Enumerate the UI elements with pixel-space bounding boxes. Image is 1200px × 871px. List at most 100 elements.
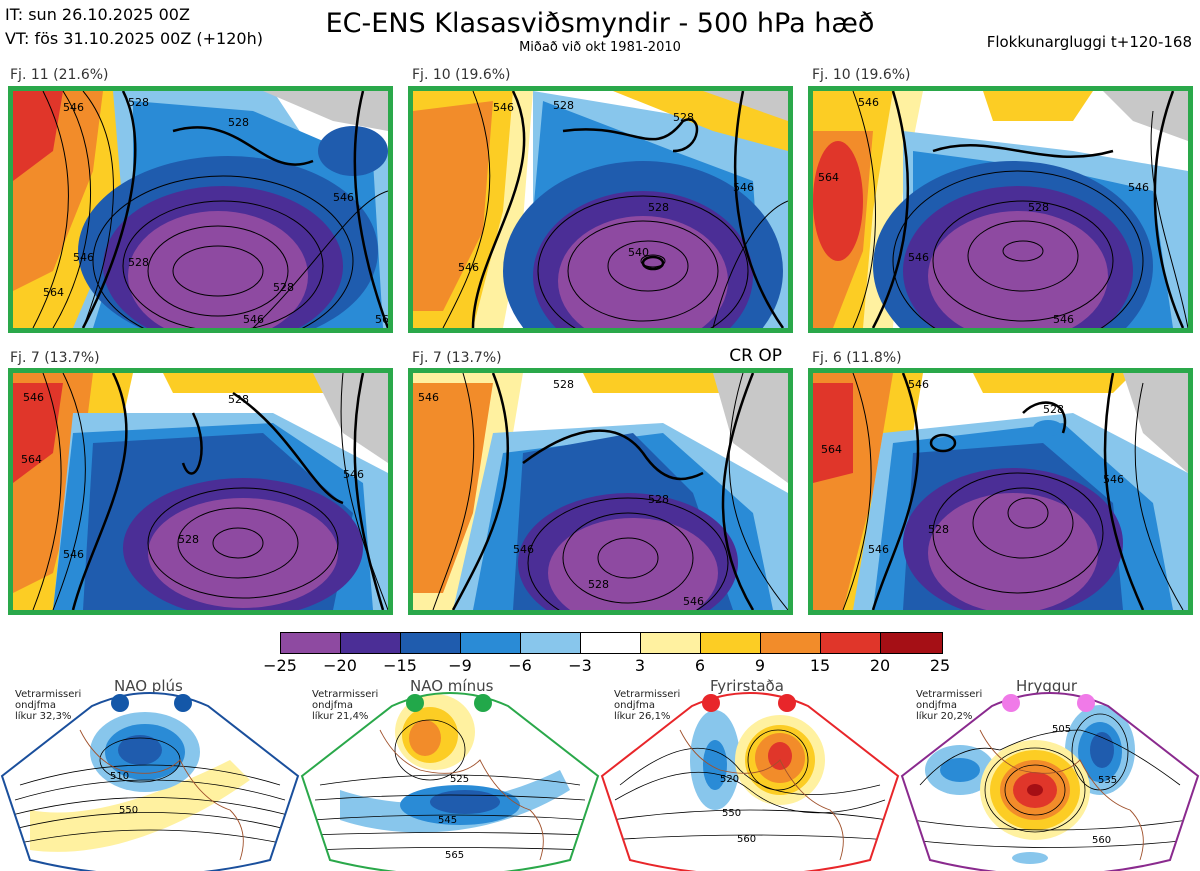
colorbar-tick: −9: [448, 656, 472, 675]
regime-4-marker: [1002, 694, 1020, 712]
colorbar-tick: −20: [323, 656, 357, 675]
panel-3-contour-6: 546: [1053, 313, 1074, 326]
colorbar-tick: 6: [694, 656, 706, 675]
regime-4-map: 505 535 560: [900, 692, 1200, 871]
panel-6-contour-5: 528: [928, 523, 949, 536]
cluster-map-6: 546 528 564 546 528 546: [808, 368, 1193, 615]
panel-4-contour-1: 546: [23, 391, 44, 404]
regime-1-note: Vetrarmisseri ondjfma líkur 32,3%: [15, 689, 81, 722]
panel-3-contour-2: 564: [818, 171, 839, 184]
panel-2-label: Fj. 10 (19.6%): [412, 67, 511, 83]
colorbar-swatch: [820, 632, 881, 654]
colorbar-swatch: [520, 632, 581, 654]
page-subtitle: Miðað við okt 1981-2010: [519, 40, 681, 55]
panel-6-contour-2: 528: [1043, 403, 1064, 416]
regime-4-note-line: líkur 20,2%: [916, 711, 973, 722]
cluster-map-4-graphic: 546 528 564 546 546 528: [13, 373, 388, 610]
panel-4-contour-6: 528: [178, 533, 199, 546]
cluster-map-6-graphic: 546 528 564 546 528 546: [813, 373, 1188, 610]
regime-2-marker: [406, 694, 424, 712]
colorbar-tick: 25: [929, 656, 951, 675]
panel-1-contour-4: 546: [333, 191, 354, 204]
panel-1-contour-6: 528: [128, 256, 149, 269]
regime-2-map: 525 545 565: [300, 692, 600, 871]
regime-1-marker: [111, 694, 129, 712]
regime-3-contour: 560: [737, 834, 756, 845]
regime-3-contour: 550: [722, 808, 741, 819]
colorbar-tick: −3: [568, 656, 592, 675]
panel-2-contour-3: 528: [673, 111, 694, 124]
panel-5-label: Fj. 7 (13.7%): [412, 350, 502, 366]
colorbar-swatch: [580, 632, 641, 654]
panel-6-contour-1: 546: [908, 378, 929, 391]
colorbar-tick: 3: [634, 656, 646, 675]
colorbar-tick: 15: [809, 656, 831, 675]
regime-2-contour: 545: [438, 815, 457, 826]
panel-6-contour-4: 546: [1103, 473, 1124, 486]
regime-2-note-line: Vetrarmisseri: [312, 689, 379, 700]
regime-2-note-line: líkur 21,4%: [312, 711, 369, 722]
regime-3-marker: [702, 694, 720, 712]
clustering-window: Flokkunargluggi t+120-168: [986, 33, 1192, 51]
panel-3-contour-1: 546: [858, 96, 879, 109]
colorbar-swatch: [760, 632, 821, 654]
cluster-map-2-graphic: 546 528 528 546 546 528 540: [413, 91, 788, 328]
cluster-map-3-graphic: 546 564 546 546 528 546: [813, 91, 1188, 328]
colorbar-tick: −25: [263, 656, 297, 675]
regime-2-contour: 565: [445, 850, 464, 861]
cluster-map-4: 546 528 564 546 546 528: [8, 368, 393, 615]
init-time: IT: sun 26.10.2025 00Z: [5, 5, 190, 24]
regime-4-contour: 535: [1098, 775, 1117, 786]
regime-4-contour: 560: [1092, 835, 1111, 846]
panel-2-contour-4: 546: [733, 181, 754, 194]
cluster-map-5-graphic: 546 528 546 528 546 528: [413, 373, 788, 610]
panel-2-contour-6: 528: [648, 201, 669, 214]
colorbar-tick: −15: [383, 656, 417, 675]
panel-4-contour-5: 546: [63, 548, 84, 561]
panel-1-contour-5: 564: [43, 286, 64, 299]
panel-5-contour-5: 546: [683, 595, 704, 608]
regime-4-title: Hryggur: [1016, 677, 1078, 695]
regime-2-marker: [474, 694, 492, 712]
colorbar-swatch: [460, 632, 521, 654]
cluster-map-3: 546 564 546 546 528 546: [808, 86, 1193, 333]
regime-2-contour: 525: [450, 774, 469, 785]
regime-3-note: Vetrarmisseri ondjfma líkur 26,1%: [614, 689, 680, 722]
regime-1-contour: 510: [110, 771, 129, 782]
panel-1-label: Fj. 11 (21.6%): [10, 67, 109, 83]
panel-6-label: Fj. 6 (11.8%): [812, 350, 902, 366]
panel-4-contour-3: 564: [21, 453, 42, 466]
regime-3-marker: [778, 694, 796, 712]
panel-5-contour-3: 546: [513, 543, 534, 556]
colorbar-swatch: [400, 632, 461, 654]
cluster-map-1-graphic: 546 528 528 546 564 528 546 528 546 564: [13, 91, 388, 328]
panel-3-label: Fj. 10 (19.6%): [812, 67, 911, 83]
panel-4-contour-4: 546: [343, 468, 364, 481]
regime-1-marker: [174, 694, 192, 712]
control-operational-tag: CR OP: [729, 346, 782, 366]
regime-3-note-line: líkur 26,1%: [614, 711, 671, 722]
colorbar-tick: 20: [869, 656, 891, 675]
panel-3-contour-5: 528: [1028, 201, 1049, 214]
regime-1-map: 510 550: [0, 692, 300, 871]
panel-6-contour-3: 564: [821, 443, 842, 456]
panel-5-contour-1: 546: [418, 391, 439, 404]
panel-5-contour-2: 528: [553, 378, 574, 391]
panel-1-contour-2: 528: [128, 96, 149, 109]
cluster-map-2: 546 528 528 546 546 528 540: [408, 86, 793, 333]
colorbar-swatch: [880, 632, 943, 654]
panel-1-contour-8: 528: [273, 281, 294, 294]
regime-3-note-line: Vetrarmisseri: [614, 689, 681, 700]
panel-3-contour-3: 546: [908, 251, 929, 264]
panel-6-contour-6: 546: [868, 543, 889, 556]
panel-1-contour-3: 528: [228, 116, 249, 129]
panel-1-contour-9: 546: [243, 313, 264, 326]
regime-2-title: NAO mínus: [410, 677, 494, 695]
panel-3-contour-4: 546: [1128, 181, 1149, 194]
regime-4-note-line: ondjfma: [916, 700, 957, 711]
regime-2-note: Vetrarmisseri ondjfma líkur 21,4%: [312, 689, 378, 722]
panel-4-label: Fj. 7 (13.7%): [10, 350, 100, 366]
colorbar-swatch: [640, 632, 701, 654]
regime-1-note-line: ondjfma: [15, 700, 56, 711]
colorbar-swatch: [340, 632, 401, 654]
